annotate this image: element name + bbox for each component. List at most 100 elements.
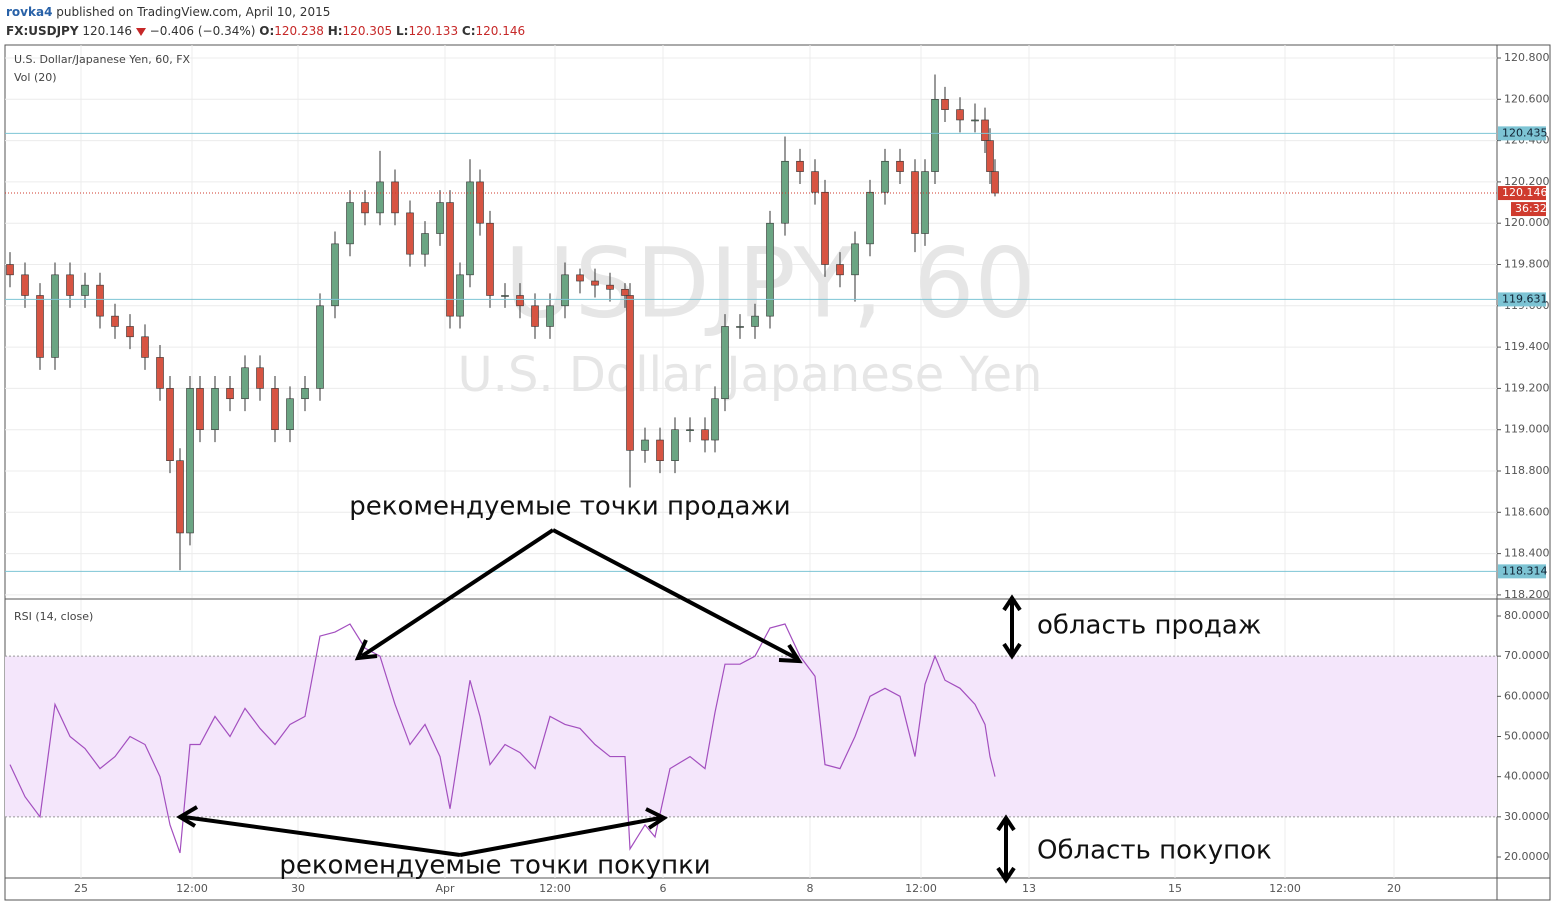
candle-body — [641, 439, 649, 451]
annotation: область продаж — [1037, 611, 1261, 641]
candle-body — [701, 429, 709, 441]
pane-title: RSI (14, close) — [14, 610, 93, 623]
candle-body — [671, 429, 679, 461]
candle-body — [606, 284, 614, 290]
ohlc-key: O: — [259, 24, 275, 38]
candle-body — [66, 274, 74, 296]
ohlc-value: 120.238 — [274, 24, 324, 38]
candle-body — [981, 119, 989, 141]
candle-body — [736, 326, 744, 328]
y-tick-label: 118.200 — [1504, 588, 1550, 601]
candle-body — [256, 367, 264, 389]
candle-body — [421, 233, 429, 255]
candle-body — [686, 429, 694, 432]
x-tick-label: 12:00 — [176, 882, 208, 895]
candle-body — [241, 367, 249, 400]
candle-body — [561, 274, 569, 307]
ohlc-key: H: — [327, 24, 343, 38]
candle-body — [986, 140, 994, 172]
price-label-bg — [1498, 292, 1546, 307]
y-tick-label: 119.400 — [1504, 340, 1550, 353]
x-tick-label: 25 — [74, 882, 88, 895]
y-tick-label: 119.800 — [1504, 258, 1550, 271]
annotation-arrows — [176, 528, 1022, 884]
y-tick-label: 40.0000 — [1504, 770, 1550, 783]
y-tick-label: 30.0000 — [1504, 810, 1550, 823]
candle-body — [796, 160, 804, 172]
candle-body — [111, 315, 119, 327]
candle-body — [656, 439, 664, 461]
candle-body — [141, 336, 149, 358]
candle-body — [446, 202, 454, 317]
candle-body — [626, 295, 634, 451]
author[interactable]: rovka4 — [6, 5, 53, 19]
annotation: рекомендуемые точки покупки — [279, 851, 710, 881]
candle-body — [991, 171, 999, 194]
y-tick-label: 119.200 — [1504, 381, 1550, 394]
candle-body — [921, 171, 929, 234]
candle-body — [751, 315, 759, 327]
candle-body — [51, 274, 59, 358]
candle-body — [851, 243, 859, 276]
price-label-bg — [1498, 126, 1546, 141]
candle-body — [301, 388, 309, 400]
price-label: 120.435 — [1502, 126, 1548, 139]
quote-line: FX:USDJPY 120.146 −0.406 (−0.34%) O:120.… — [6, 22, 525, 41]
y-tick-label: 120.800 — [1504, 51, 1550, 64]
candle-body — [211, 388, 219, 431]
y-tick-label: 120.200 — [1504, 175, 1550, 188]
candle-body — [286, 398, 294, 431]
candle-body — [486, 222, 494, 296]
candle-body — [126, 326, 134, 338]
candle-body — [591, 280, 599, 286]
candle-body — [96, 284, 104, 317]
ohlc: O:120.238 H:120.305 L:120.133 C:120.146 — [259, 24, 525, 38]
pane-title: U.S. Dollar/Japanese Yen, 60, FX — [14, 53, 191, 66]
x-tick-label: 12:00 — [539, 882, 571, 895]
candle-body — [156, 357, 164, 389]
candle-body — [226, 388, 234, 400]
price-label: 120.146 — [1502, 186, 1548, 199]
candle-body — [781, 160, 789, 224]
y-tick-label: 20.0000 — [1504, 850, 1550, 863]
candle-body — [331, 243, 339, 307]
candle-body — [971, 119, 979, 122]
countdown-bg — [1511, 202, 1546, 217]
change: −0.406 (−0.34%) — [149, 24, 256, 38]
marks — [5, 74, 1497, 854]
candle-body — [956, 109, 964, 121]
candle-body — [531, 305, 539, 327]
candle-body — [721, 326, 729, 400]
y-tick-label: 120.000 — [1504, 216, 1550, 229]
y-tick-label: 120.600 — [1504, 92, 1550, 105]
rsi-band — [5, 656, 1497, 817]
candle-body — [546, 305, 554, 327]
candle-body — [376, 181, 384, 214]
y-tick-label: 70.0000 — [1504, 649, 1550, 662]
y-tick-label: 118.400 — [1504, 547, 1550, 560]
y-tick-label: 118.800 — [1504, 464, 1550, 477]
candle-body — [576, 274, 584, 282]
annotation: рекомендуемые точки продажи — [349, 492, 790, 522]
y-tick-label: 118.600 — [1504, 505, 1550, 518]
last: 120.146 — [82, 24, 132, 38]
candle-body — [196, 388, 204, 431]
candle-body — [346, 202, 354, 245]
candle-body — [766, 222, 774, 317]
candle-body — [166, 388, 174, 461]
candle-body — [911, 171, 919, 234]
x-tick-label: 13 — [1022, 882, 1036, 895]
down-arrow — [135, 28, 146, 36]
ohlc-value: 120.305 — [342, 24, 393, 38]
header-line: rovka4 published on TradingView.com, Apr… — [6, 3, 525, 22]
candle-body — [21, 274, 29, 296]
x-tick-label: 20 — [1387, 882, 1401, 895]
candle-body — [836, 264, 844, 276]
price-label-bg — [1498, 186, 1546, 201]
candle-body — [711, 398, 719, 441]
price-label-bg — [1498, 564, 1546, 579]
candle-body — [176, 460, 184, 534]
candle-body — [866, 191, 874, 245]
